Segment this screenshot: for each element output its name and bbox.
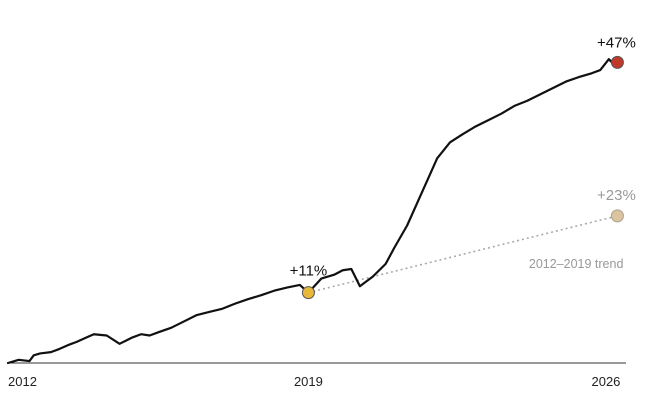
x-tick-label: 2026 — [591, 374, 620, 389]
trend-line — [308, 215, 618, 294]
trend-end-marker — [610, 209, 624, 223]
annotation-end-pct: +47% — [597, 34, 636, 51]
end-point-marker — [610, 55, 624, 69]
x-tick-label: 2019 — [294, 374, 323, 389]
x-tick-label: 2012 — [8, 374, 37, 389]
main-series-line — [6, 58, 619, 365]
annotation-trend-pct: +23% — [597, 187, 636, 204]
annotation-start-pct: +11% — [290, 263, 328, 280]
trend-series-label: 2012–2019 trend — [529, 257, 624, 271]
start-point-marker — [301, 286, 315, 300]
